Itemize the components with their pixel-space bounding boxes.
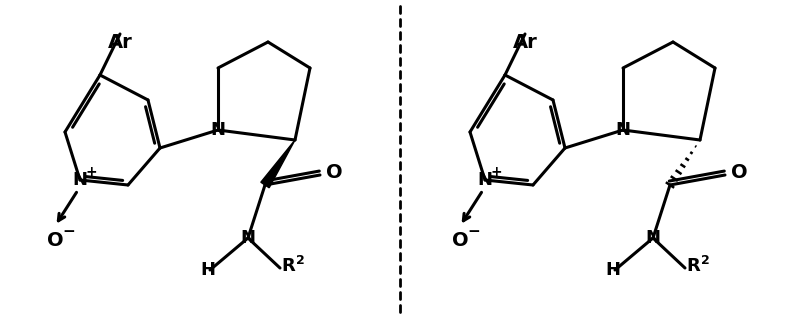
Text: 2: 2 [700, 253, 709, 267]
Text: N: N [646, 229, 660, 247]
Text: O: O [452, 230, 468, 250]
Text: Ar: Ar [512, 33, 537, 52]
Text: +: + [86, 165, 97, 179]
Text: O: O [47, 230, 63, 250]
Text: O: O [730, 164, 747, 182]
Text: R: R [281, 257, 295, 275]
Text: N: N [240, 229, 256, 247]
Text: H: H [200, 261, 215, 279]
Text: +: + [490, 165, 502, 179]
Text: −: − [63, 225, 75, 239]
Text: Ar: Ar [107, 33, 132, 52]
Text: R: R [686, 257, 700, 275]
Text: N: N [616, 121, 630, 139]
Text: N: N [73, 171, 87, 189]
Text: N: N [478, 171, 492, 189]
Polygon shape [261, 140, 295, 188]
Text: H: H [605, 261, 621, 279]
Text: 2: 2 [295, 253, 304, 267]
Text: O: O [326, 164, 342, 182]
Text: −: − [467, 225, 480, 239]
Text: N: N [211, 121, 225, 139]
